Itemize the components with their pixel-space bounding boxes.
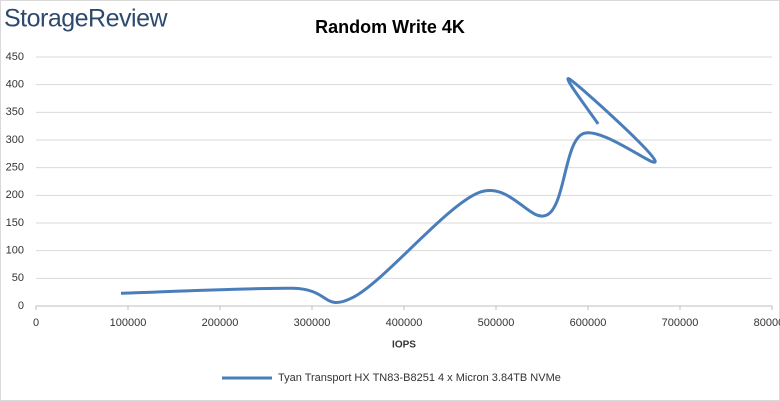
y-tick-label: 350: [6, 106, 24, 118]
x-axis-label: IOPS: [392, 340, 416, 351]
x-tick-label: 0: [33, 317, 39, 329]
y-tick-label: 250: [6, 162, 24, 174]
y-tick-label: 300: [6, 134, 24, 146]
x-tick-label: 800000: [754, 317, 780, 329]
y-tick-label: 50: [12, 272, 24, 284]
x-tick-label: 200000: [202, 317, 239, 329]
x-tick-label: 700000: [662, 317, 699, 329]
y-tick-label: 0: [18, 300, 24, 312]
legend-label: Tyan Transport HX TN83-B8251 4 x Micron …: [278, 372, 561, 384]
x-tick-label: 100000: [110, 317, 147, 329]
chart-title: Random Write 4K: [315, 17, 465, 37]
logo: StorageReview: [4, 5, 168, 33]
x-tick-label: 400000: [386, 317, 423, 329]
x-tick-label: 500000: [478, 317, 515, 329]
y-tick-label: 450: [6, 51, 24, 63]
y-tick-label: 150: [6, 217, 24, 229]
y-tick-label: 100: [6, 245, 24, 257]
x-tick-label: 300000: [294, 317, 331, 329]
data-line: [120, 77, 657, 304]
x-tick-label: 600000: [570, 317, 607, 329]
y-tick-label: 200: [6, 189, 24, 201]
y-tick-label: 400: [6, 79, 24, 91]
